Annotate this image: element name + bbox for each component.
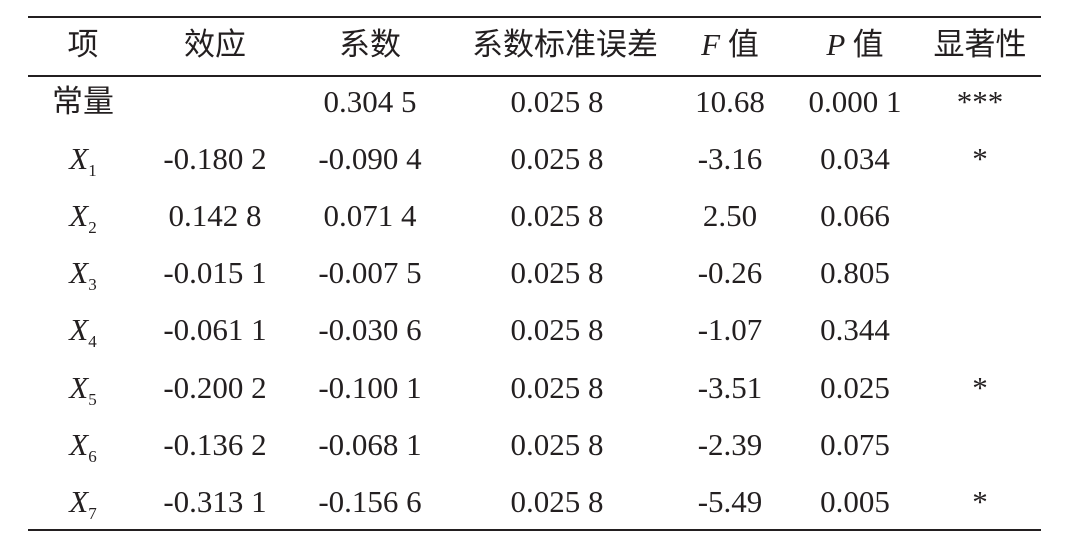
var-symbol: X [69,426,89,462]
effect-cell: -0.015 1 [163,255,267,291]
header-text: 值 [852,27,884,62]
effect-cell: -0.136 2 [163,426,267,462]
se-cell: 0.025 8 [510,312,604,348]
var-symbol: X [69,483,89,519]
header-cell: 显著性 [933,27,1027,62]
item-cell: X7 [0,482,168,534]
header-cell: 系数标准误差 [472,27,658,62]
bottom-rule [28,529,1041,531]
item-cell: X4 [0,310,168,362]
se-cell: 0.025 8 [510,84,604,119]
f-cell: -3.51 [697,369,763,405]
header-cell: F 值 [645,25,815,65]
se-cell: 0.025 8 [510,369,604,405]
coef-cell: -0.030 6 [318,312,422,348]
var-subscript: 6 [88,446,97,466]
top-rule [28,16,1041,18]
var-symbol: X [69,141,89,177]
coef-cell: -0.090 4 [318,141,422,177]
sig-cell: * [972,141,988,177]
f-cell: -3.16 [697,141,763,177]
header-cell: 效应 [184,27,246,62]
var-subscript: 5 [88,389,97,409]
se-cell: 0.025 8 [510,483,604,519]
p-cell: 0.025 [820,369,890,405]
p-cell: 0.034 [820,141,890,177]
item-cell: X2 [0,196,168,248]
sig-cell: *** [956,84,1004,119]
header-var: P [826,27,853,62]
var-symbol: X [69,255,89,291]
f-cell: -2.39 [697,426,763,462]
p-cell: 0.805 [820,255,890,291]
var-subscript: 1 [88,161,97,181]
f-cell: -0.26 [697,255,763,291]
effect-cell: -0.200 2 [163,369,267,405]
var-subscript: 4 [88,332,97,352]
effect-cell: -0.061 1 [163,312,267,348]
header-text: 值 [727,27,759,62]
f-cell: 10.68 [695,84,765,119]
p-cell: 0.344 [820,312,890,348]
header-cell: 系数 [339,27,401,62]
var-symbol: X [69,369,89,405]
effect-cell: -0.313 1 [163,483,267,519]
header-cell: P 值 [770,25,940,65]
se-cell: 0.025 8 [510,426,604,462]
f-cell: -1.07 [697,312,763,348]
header-var: F [701,27,728,62]
header-cell: 项 [67,27,99,62]
var-symbol: X [69,312,89,348]
p-cell: 0.066 [820,198,890,234]
var-symbol: X [69,198,89,234]
header-rule [28,75,1041,77]
var-subscript: 7 [88,503,97,523]
f-cell: 2.50 [702,198,758,234]
coef-cell: -0.007 5 [318,255,422,291]
se-cell: 0.025 8 [510,198,604,234]
var-subscript: 3 [88,275,97,295]
var-subscript: 2 [88,218,97,238]
coef-cell: 0.304 5 [323,84,417,119]
item-cell: X6 [0,425,168,477]
effect-cell: -0.180 2 [163,141,267,177]
coef-cell: 0.071 4 [323,198,417,234]
item-cell: 常量 [52,84,114,119]
effect-cell: 0.142 8 [168,198,262,234]
sig-cell: * [972,483,988,519]
p-cell: 0.075 [820,426,890,462]
coef-cell: -0.100 1 [318,369,422,405]
item-cell: X5 [0,368,168,420]
p-cell: 0.005 [820,483,890,519]
sig-cell: * [972,369,988,405]
item-cell: X1 [0,139,168,191]
coef-cell: -0.068 1 [318,426,422,462]
coef-cell: -0.156 6 [318,483,422,519]
se-cell: 0.025 8 [510,141,604,177]
se-cell: 0.025 8 [510,255,604,291]
p-cell: 0.000 1 [808,84,902,119]
item-cell: X3 [0,253,168,305]
f-cell: -5.49 [697,483,763,519]
